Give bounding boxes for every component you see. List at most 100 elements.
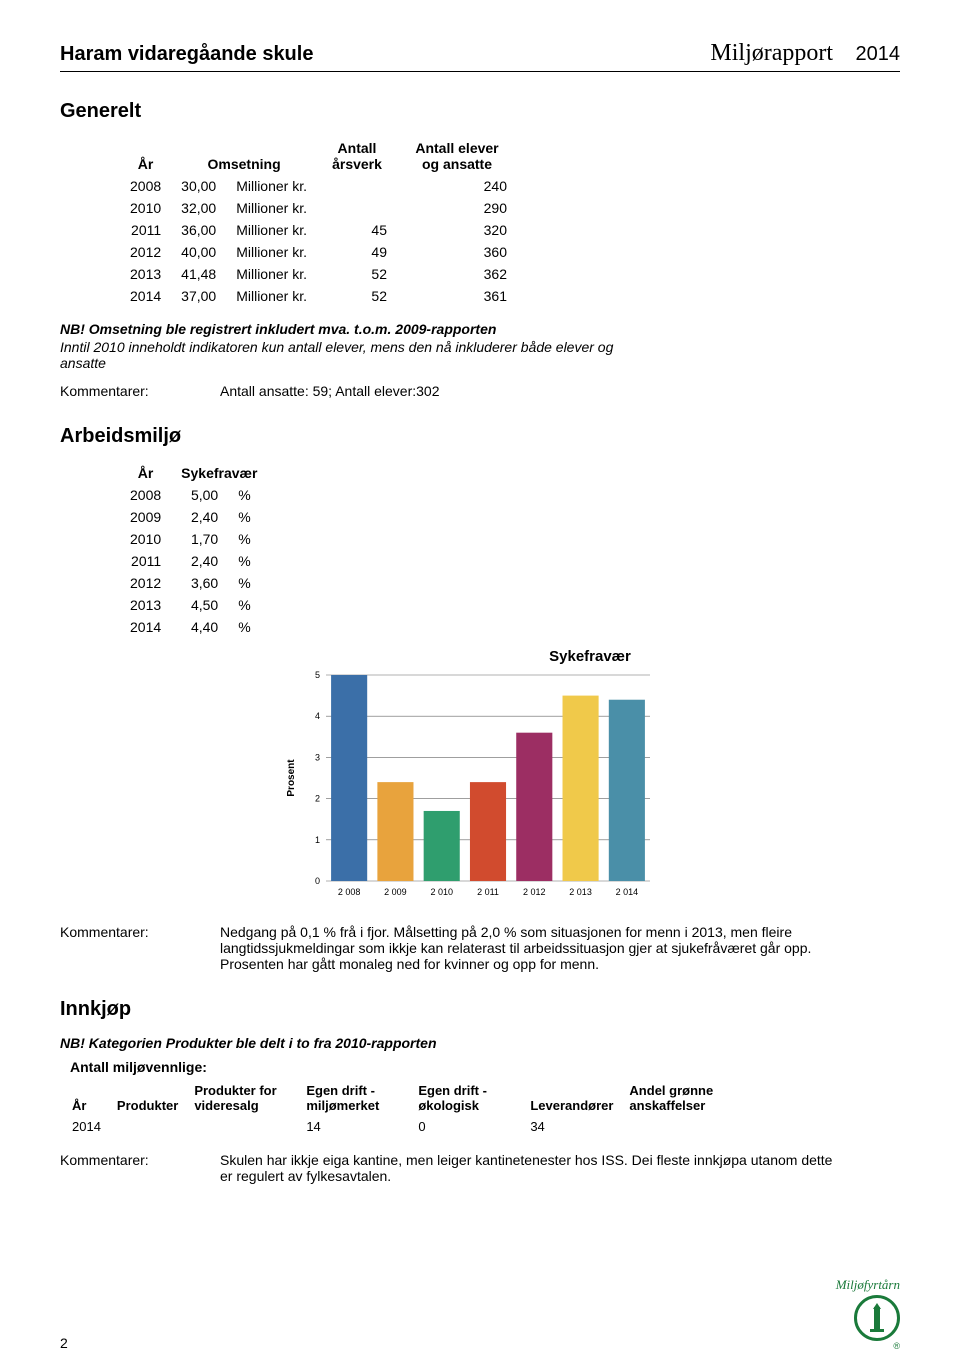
- cell: 2014: [72, 1117, 115, 1136]
- cell-elever: 360: [397, 241, 517, 263]
- sykefravaer-chart: Sykefravær 0 1 2 3 4 5 2 008 2 009 2 010 2 011 2 0…: [280, 648, 900, 914]
- col-header: År: [72, 1081, 115, 1115]
- cell-year: 2014: [120, 285, 171, 307]
- cell-aarsverk: 52: [317, 285, 397, 307]
- cell-elever: 290: [397, 197, 517, 219]
- col-header: Produkter for videresalg: [194, 1081, 304, 1115]
- svg-text:4: 4: [315, 711, 320, 721]
- col-header: Produkter: [117, 1081, 192, 1115]
- svg-text:2 009: 2 009: [384, 887, 407, 897]
- generelt-note1: NB! Omsetning ble registrert inkludert m…: [60, 321, 900, 337]
- svg-text:1: 1: [315, 835, 320, 845]
- cell: 34: [530, 1117, 627, 1136]
- cell-oms: 36,00: [171, 219, 226, 241]
- svg-text:2 008: 2 008: [338, 887, 361, 897]
- table-row: 20144,40%: [120, 616, 267, 638]
- chart-svg: 0123452 0082 0092 0102 0112 0122 0132 01…: [280, 669, 660, 909]
- svg-text:2 010: 2 010: [430, 887, 453, 897]
- cell-oms: 40,00: [171, 241, 226, 263]
- logo-icon: [854, 1295, 900, 1341]
- cell-year: 2012: [120, 572, 171, 594]
- table-row: 20101,70%: [120, 528, 267, 550]
- innkjop-table: ÅrProdukterProdukter for videresalgEgen …: [70, 1079, 741, 1138]
- table-row: 201240,00Millioner kr.49360: [120, 241, 517, 263]
- col-header: Egen drift - økologisk: [418, 1081, 528, 1115]
- cell-year: 2013: [120, 594, 171, 616]
- table-row: 201136,00Millioner kr.45320: [120, 219, 517, 241]
- sykefravaer-table: År Sykefravær 20085,00%20092,40%20101,70…: [120, 462, 267, 638]
- cell-elever: 361: [397, 285, 517, 307]
- cell-val: 5,00: [171, 484, 228, 506]
- innkjop-komm-label: Kommentarer:: [60, 1152, 220, 1184]
- cell-year: 2012: [120, 241, 171, 263]
- cell: 0: [418, 1117, 528, 1136]
- cell-elever: 320: [397, 219, 517, 241]
- generelt-table: År Omsetning Antall årsverk Antall eleve…: [120, 137, 517, 307]
- cell-val: 4,50: [171, 594, 228, 616]
- svg-text:Prosent: Prosent: [286, 759, 297, 797]
- report-year: 2014: [856, 43, 901, 65]
- svg-text:2 012: 2 012: [523, 887, 546, 897]
- svg-text:2: 2: [315, 794, 320, 804]
- report-title-block: Miljørapport 2014: [710, 40, 900, 67]
- cell-unit: %: [228, 616, 267, 638]
- cell-unit: %: [228, 506, 267, 528]
- section-innkjop-heading: Innkjøp: [60, 998, 900, 1021]
- cell-aarsverk: [317, 175, 397, 197]
- generelt-komm-text: Antall ansatte: 59; Antall elever:302: [220, 383, 840, 399]
- svg-text:2 011: 2 011: [477, 887, 499, 897]
- cell-year: 2008: [120, 484, 171, 506]
- cell-unit: %: [228, 550, 267, 572]
- cell-unit: %: [228, 484, 267, 506]
- miljofyrtarn-logo: Miljøfyrtårn ®: [836, 1277, 900, 1351]
- cell-unit: %: [228, 572, 267, 594]
- cell: [117, 1117, 192, 1136]
- cell-oms: 41,48: [171, 263, 226, 285]
- col-header: Andel grønne anskaffelser: [629, 1081, 739, 1115]
- table-row: 20112,40%: [120, 550, 267, 572]
- table-row: 20134,50%: [120, 594, 267, 616]
- table-row: 201341,48Millioner kr.52362: [120, 263, 517, 285]
- page-footer: 2 Miljøfyrtårn ®: [60, 1277, 900, 1351]
- svg-text:3: 3: [315, 752, 320, 762]
- logo-text: Miljøfyrtårn: [836, 1277, 900, 1293]
- section-generelt-heading: Generelt: [60, 100, 900, 123]
- cell-year: 2011: [120, 550, 171, 572]
- page-number: 2: [60, 1335, 68, 1351]
- cell-elever: 240: [397, 175, 517, 197]
- table-row: 20123,60%: [120, 572, 267, 594]
- cell-year: 2014: [120, 616, 171, 638]
- cell: [629, 1117, 739, 1136]
- cell-unit: Millioner kr.: [226, 263, 317, 285]
- cell-aarsverk: 49: [317, 241, 397, 263]
- cell-val: 4,40: [171, 616, 228, 638]
- cell-unit: %: [228, 528, 267, 550]
- cell-val: 3,60: [171, 572, 228, 594]
- cell-oms: 32,00: [171, 197, 226, 219]
- svg-text:0: 0: [315, 876, 320, 886]
- chart-title: Sykefravær: [280, 648, 900, 665]
- svg-text:5: 5: [315, 670, 320, 680]
- cell-unit: Millioner kr.: [226, 219, 317, 241]
- cell-unit: Millioner kr.: [226, 175, 317, 197]
- cell-unit: Millioner kr.: [226, 197, 317, 219]
- cell-val: 2,40: [171, 506, 228, 528]
- cell-oms: 30,00: [171, 175, 226, 197]
- cell-aarsverk: 52: [317, 263, 397, 285]
- arbeid-komm-text: Nedgang på 0,1 % frå i fjor. Målsetting …: [220, 924, 840, 972]
- cell-year: 2010: [120, 528, 171, 550]
- cell-year: 2011: [120, 219, 171, 241]
- arbeid-komm-label: Kommentarer:: [60, 924, 220, 972]
- col-header: Egen drift - miljømerket: [306, 1081, 416, 1115]
- cell-unit: Millioner kr.: [226, 285, 317, 307]
- cell-year: 2009: [120, 506, 171, 528]
- table-row: 201032,00Millioner kr.290: [120, 197, 517, 219]
- table-row: 201437,00Millioner kr.52361: [120, 285, 517, 307]
- cell-aarsverk: 45: [317, 219, 397, 241]
- cell: [194, 1117, 304, 1136]
- generelt-komm-label: Kommentarer:: [60, 383, 220, 399]
- cell: 14: [306, 1117, 416, 1136]
- cell-year: 2008: [120, 175, 171, 197]
- innkjop-note: NB! Kategorien Produkter ble delt i to f…: [60, 1035, 900, 1051]
- page-header: Haram vidaregåande skule Miljørapport 20…: [60, 40, 900, 72]
